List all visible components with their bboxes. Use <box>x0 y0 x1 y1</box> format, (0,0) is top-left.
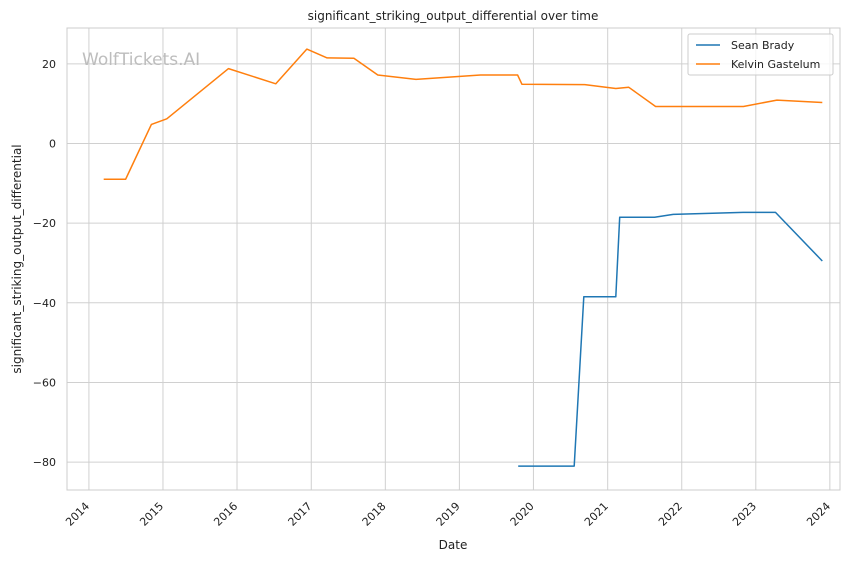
series-line-kelvin-gastelum <box>103 48 823 181</box>
watermark: WolfTickets.AI <box>82 50 200 70</box>
series-lines <box>103 48 823 467</box>
y-tick-label: −40 <box>33 297 56 310</box>
x-axis-label: Date <box>439 538 468 552</box>
legend-label-sean-brady: Sean Brady <box>731 39 795 52</box>
plot-area-frame <box>66 27 841 491</box>
y-tick-labels: 20 0 −20 −40 −60 −80 <box>33 58 56 469</box>
y-tick-label: 20 <box>42 58 56 71</box>
grid <box>67 28 840 490</box>
y-tick-label: 0 <box>49 138 56 151</box>
legend-box <box>687 33 834 76</box>
y-axis-label: significant_striking_output_differential <box>10 144 24 373</box>
y-tick-label: −20 <box>33 217 56 230</box>
y-tick-label: −80 <box>33 456 56 469</box>
chart-title: significant_striking_output_differential… <box>308 9 599 23</box>
y-tick-label: −60 <box>33 376 56 389</box>
legend: Sean Brady Kelvin Gastelum <box>687 33 834 76</box>
legend-label-kelvin-gastelum: Kelvin Gastelum <box>731 58 820 71</box>
series-line-sean-brady <box>518 211 823 467</box>
